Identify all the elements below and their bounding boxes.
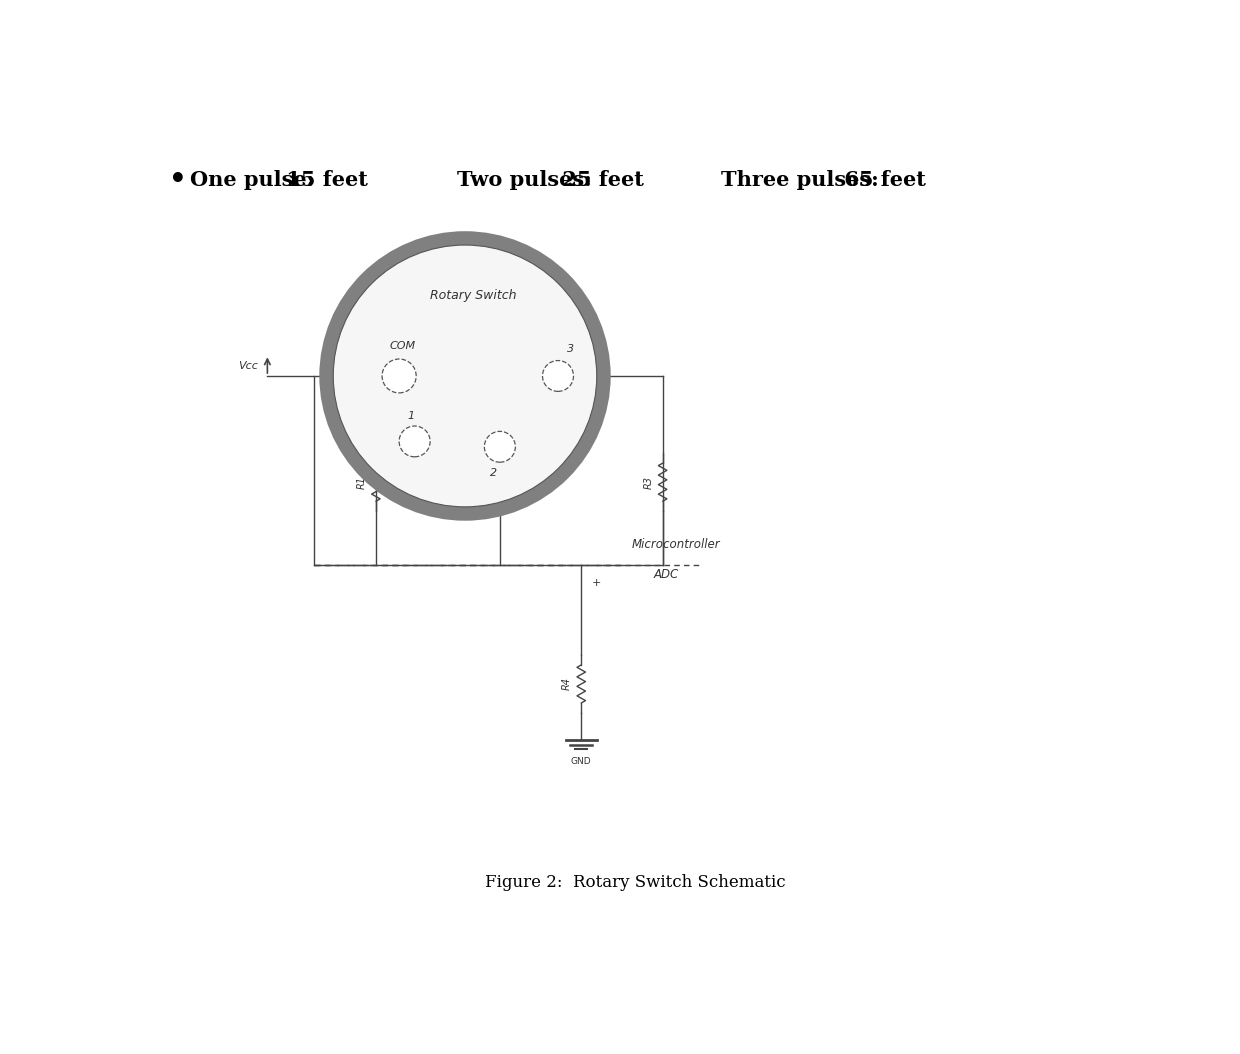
Text: 25 feet: 25 feet [556,170,644,190]
Circle shape [399,426,430,456]
Text: GND: GND [570,757,591,766]
Text: Three pulses:: Three pulses: [720,170,878,190]
Circle shape [319,231,611,521]
Text: R2: R2 [481,475,491,489]
Circle shape [543,360,573,391]
Text: 3: 3 [567,345,574,354]
Text: 65 feet: 65 feet [837,170,925,190]
Text: 2: 2 [490,468,497,477]
Text: R3: R3 [644,475,653,489]
Text: Two pulses:: Two pulses: [458,170,591,190]
Text: Rotary Switch: Rotary Switch [429,289,516,301]
Text: +: + [591,579,601,588]
Text: 1: 1 [407,411,414,421]
Circle shape [382,359,417,393]
Text: R1: R1 [357,475,367,489]
Text: COM: COM [389,341,417,351]
Text: Vcc: Vcc [238,360,258,371]
Text: One pulse:: One pulse: [190,170,314,190]
Circle shape [334,246,596,507]
Text: R4: R4 [562,678,572,690]
Text: ADC: ADC [653,568,678,581]
Text: Figure 2:  Rotary Switch Schematic: Figure 2: Rotary Switch Schematic [485,874,786,891]
Circle shape [485,431,516,463]
Text: •: • [169,165,187,194]
Text: Microcontroller: Microcontroller [631,538,720,551]
Text: 15 feet: 15 feet [279,170,368,190]
